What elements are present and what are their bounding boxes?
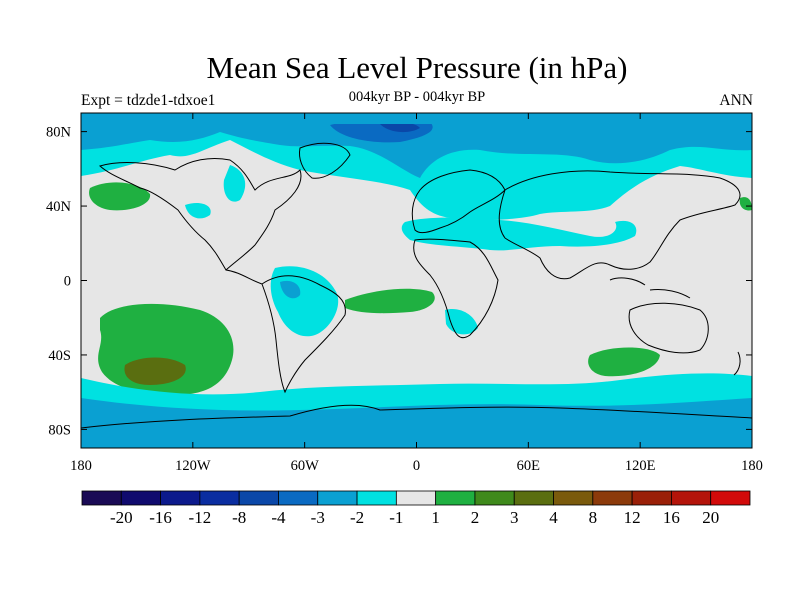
- colorbar-label: -12: [189, 508, 212, 527]
- colorbar-label: -20: [110, 508, 133, 527]
- colorbar-label: 3: [510, 508, 519, 527]
- colorbar-swatch: [278, 490, 319, 506]
- y-tick-label: 40N: [46, 199, 72, 215]
- x-tick-label: 180: [70, 458, 92, 474]
- season-label: ANN: [719, 92, 753, 109]
- colorbar-label: 12: [624, 508, 641, 527]
- colorbar-swatch: [671, 490, 712, 506]
- x-tick-label: 120E: [625, 458, 656, 474]
- colorbar-label: -3: [311, 508, 325, 527]
- colorbar-swatch: [81, 490, 122, 506]
- colorbar-swatch: [435, 490, 476, 506]
- y-tick-label: 80S: [48, 422, 71, 438]
- colorbar-label: -4: [271, 508, 286, 527]
- colorbar-swatch: [631, 490, 672, 506]
- x-tick-label: 60E: [517, 458, 541, 474]
- colorbar-swatch: [553, 490, 594, 506]
- colorbar-label: -2: [350, 508, 364, 527]
- colorbar-swatch: [474, 490, 515, 506]
- indian-ocean-pressure-anomaly: [588, 347, 660, 377]
- colorbar-swatch: [710, 490, 751, 506]
- colorbar-label: -1: [389, 508, 403, 527]
- colorbar-label: -16: [149, 508, 172, 527]
- arctic-pressure-anomaly: [81, 113, 752, 221]
- south-atlantic-pressure-anomaly: [345, 288, 435, 314]
- y-tick-label: 0: [64, 274, 71, 290]
- colorbar-label: -8: [232, 508, 246, 527]
- x-axis-ticks: 180 120W 60W 0 60E 120E 180: [70, 113, 763, 474]
- colorbar-swatch: [356, 490, 397, 506]
- x-tick-label: 0: [413, 458, 420, 474]
- colorbar-swatch: [513, 490, 554, 506]
- y-tick-label: 80N: [46, 125, 72, 141]
- x-tick-label: 60W: [291, 458, 320, 474]
- south-pacific-pressure-anomaly: [98, 303, 234, 395]
- colorbar-swatch: [592, 490, 633, 506]
- colorbar-swatch: [238, 490, 279, 506]
- colorbar-label: 1: [431, 508, 440, 527]
- map-title: Mean Sea Level Pressure (in hPa): [206, 50, 628, 85]
- x-tick-label: 180: [741, 458, 763, 474]
- colorbar-label: 4: [549, 508, 558, 527]
- colorbar-swatch: [160, 490, 201, 506]
- eurasia-pressure-anomaly: [401, 217, 637, 251]
- colorbar-swatch: [199, 490, 240, 506]
- antarctic-pressure-anomaly: [81, 373, 752, 448]
- experiment-label: Expt = tdzde1-tdxoe1: [81, 92, 216, 109]
- map-subtitle: 004kyr BP - 004kyr BP: [348, 89, 486, 105]
- y-tick-label: 40S: [48, 348, 71, 364]
- colorbar-swatch: [317, 490, 358, 506]
- x-tick-label: 120W: [175, 458, 211, 474]
- colorbar-label: 20: [702, 508, 719, 527]
- colorbar-swatch: [120, 490, 161, 506]
- colorbar-label: 2: [471, 508, 480, 527]
- coastlines: [81, 142, 752, 429]
- y-axis-ticks: 80N 40N 0 40S 80S: [46, 125, 752, 438]
- colorbar-label: 16: [663, 508, 680, 527]
- colorbar: -20 -16 -12 -8 -4 -3 -2 -1 1 2 3 4 8 12 16 20: [81, 490, 751, 527]
- north-pacific-pressure-anomaly: [89, 182, 151, 211]
- colorbar-label: 8: [589, 508, 598, 527]
- colorbar-swatch: [395, 490, 437, 506]
- south-america-pressure-anomaly: [270, 266, 339, 337]
